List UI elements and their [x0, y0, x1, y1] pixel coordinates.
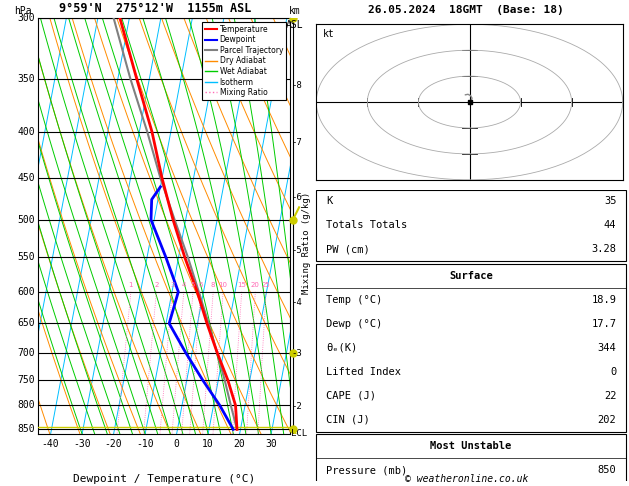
- Text: PW (cm): PW (cm): [326, 244, 369, 254]
- Text: 20: 20: [251, 282, 260, 289]
- Text: -20: -20: [105, 439, 123, 449]
- Text: -10: -10: [136, 439, 154, 449]
- Text: 344: 344: [598, 343, 616, 353]
- Text: Surface: Surface: [449, 271, 493, 281]
- Text: 3.28: 3.28: [591, 244, 616, 254]
- Text: km: km: [289, 5, 300, 16]
- Text: 17.7: 17.7: [591, 319, 616, 329]
- Text: 26.05.2024  18GMT  (Base: 18): 26.05.2024 18GMT (Base: 18): [369, 5, 564, 15]
- Text: ASL: ASL: [286, 20, 303, 31]
- Text: 6: 6: [199, 282, 203, 289]
- Bar: [316, 434, 626, 486]
- Text: 350: 350: [17, 74, 35, 84]
- Text: 5: 5: [191, 282, 195, 289]
- Text: -7: -7: [291, 138, 302, 147]
- Bar: [316, 264, 626, 432]
- Text: 22: 22: [604, 391, 616, 400]
- Text: 600: 600: [17, 287, 35, 297]
- Bar: [316, 190, 626, 261]
- Text: Mixing Ratio (g/kg): Mixing Ratio (g/kg): [303, 192, 311, 294]
- Text: Lifted Index: Lifted Index: [326, 367, 401, 377]
- Text: -2: -2: [291, 402, 302, 411]
- Text: CIN (J): CIN (J): [326, 415, 369, 425]
- Text: -40: -40: [42, 439, 59, 449]
- Text: -8: -8: [291, 81, 302, 90]
- Text: kt: kt: [323, 29, 334, 39]
- Text: 15: 15: [237, 282, 246, 289]
- Text: 18.9: 18.9: [591, 295, 616, 305]
- Text: © weatheronline.co.uk: © weatheronline.co.uk: [404, 473, 528, 484]
- Text: 550: 550: [17, 252, 35, 262]
- Text: 20: 20: [234, 439, 245, 449]
- Legend: Temperature, Dewpoint, Parcel Trajectory, Dry Adiabat, Wet Adiabat, Isotherm, Mi: Temperature, Dewpoint, Parcel Trajectory…: [202, 22, 286, 100]
- Text: -5: -5: [291, 246, 302, 255]
- Text: 450: 450: [17, 173, 35, 183]
- Text: 3: 3: [170, 282, 174, 289]
- Text: 850: 850: [598, 466, 616, 475]
- Text: 0: 0: [174, 439, 179, 449]
- Text: 700: 700: [17, 347, 35, 358]
- Text: θₑ(K): θₑ(K): [326, 343, 357, 353]
- Text: 30: 30: [265, 439, 277, 449]
- Text: CAPE (J): CAPE (J): [326, 391, 376, 400]
- Text: Dewpoint / Temperature (°C): Dewpoint / Temperature (°C): [73, 473, 255, 484]
- Text: 9°59'N  275°12'W  1155m ASL: 9°59'N 275°12'W 1155m ASL: [59, 2, 251, 16]
- Text: 44: 44: [604, 221, 616, 230]
- Text: Most Unstable: Most Unstable: [430, 441, 512, 451]
- Text: -6: -6: [291, 192, 302, 202]
- Text: 850: 850: [17, 424, 35, 434]
- Text: 0: 0: [610, 367, 616, 377]
- Text: 8: 8: [211, 282, 216, 289]
- Text: 800: 800: [17, 400, 35, 411]
- Text: 300: 300: [17, 13, 35, 23]
- Text: 10: 10: [203, 439, 214, 449]
- Text: 750: 750: [17, 375, 35, 385]
- Text: 202: 202: [598, 415, 616, 425]
- Text: Temp (°C): Temp (°C): [326, 295, 382, 305]
- Text: -4: -4: [291, 298, 302, 307]
- Text: 10: 10: [219, 282, 228, 289]
- Text: Totals Totals: Totals Totals: [326, 221, 407, 230]
- Text: 25: 25: [262, 282, 270, 289]
- Text: LCL: LCL: [291, 430, 308, 438]
- Text: 2: 2: [154, 282, 159, 289]
- Text: 500: 500: [17, 215, 35, 225]
- Text: K: K: [326, 196, 332, 207]
- Text: Dewp (°C): Dewp (°C): [326, 319, 382, 329]
- Text: 1: 1: [129, 282, 133, 289]
- Text: 400: 400: [17, 127, 35, 137]
- Text: 650: 650: [17, 318, 35, 329]
- Text: 35: 35: [604, 196, 616, 207]
- Text: -3: -3: [291, 349, 302, 358]
- Text: Pressure (mb): Pressure (mb): [326, 466, 407, 475]
- Text: -30: -30: [74, 439, 91, 449]
- Text: 4: 4: [182, 282, 186, 289]
- Text: hPa: hPa: [14, 5, 31, 16]
